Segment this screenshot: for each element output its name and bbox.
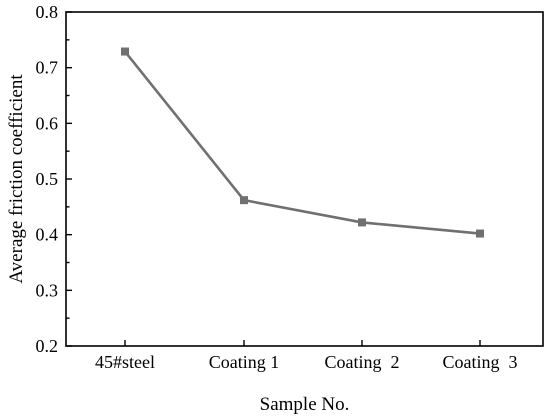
y-tick-label: 0.4 xyxy=(36,225,59,245)
data-point-marker xyxy=(476,229,484,238)
y-tick-label: 0.8 xyxy=(36,2,59,22)
y-tick-label: 0.3 xyxy=(36,280,59,300)
data-point-marker xyxy=(358,218,366,227)
plot-frame xyxy=(65,11,544,347)
y-tick-label: 0.2 xyxy=(36,336,59,356)
y-tick-label: 0.7 xyxy=(36,58,59,78)
x-axis-title: Sample No. xyxy=(260,394,350,415)
x-tick-label: Coating 1 xyxy=(209,352,280,372)
data-point-marker xyxy=(121,47,129,56)
x-axis-ticks: 45#steel Coating 1 Coating 2 Coating 3 xyxy=(95,340,518,372)
y-tick-label: 0.6 xyxy=(36,113,59,133)
x-tick-label: 45#steel xyxy=(95,352,155,372)
series-layer xyxy=(121,47,484,238)
data-point-marker xyxy=(240,196,248,205)
y-axis-title: Average friction coefficient xyxy=(6,74,27,284)
y-tick-label: 0.5 xyxy=(36,169,59,189)
x-tick-label: Coating 2 xyxy=(325,352,400,372)
series-line xyxy=(123,50,481,235)
x-tick-label: Coating 3 xyxy=(443,352,518,372)
